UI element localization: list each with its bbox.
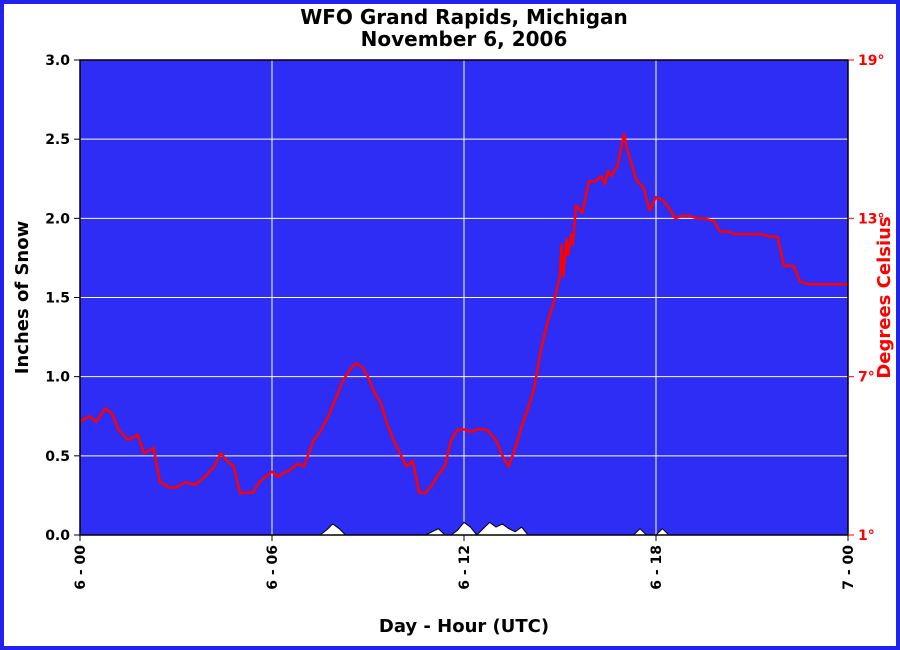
weather-chart: WFO Grand Rapids, MichiganNovember 6, 20… xyxy=(0,0,900,650)
chart-title-line-1: November 6, 2006 xyxy=(361,27,568,51)
x-axis-label: Day - Hour (UTC) xyxy=(379,616,549,637)
y-right-axis-label: Degrees Celsius xyxy=(874,216,895,378)
y-right-tick-label: 1° xyxy=(858,528,875,544)
y-left-tick-label: 1.0 xyxy=(45,370,70,386)
y-left-tick-label: 0.5 xyxy=(45,449,70,465)
x-tick-label: 7 - 00 xyxy=(841,545,857,590)
x-tick-label: 6 - 00 xyxy=(73,545,89,590)
y-left-tick-label: 3.0 xyxy=(45,53,70,69)
y-left-tick-label: 2.5 xyxy=(45,132,70,148)
y-right-tick-label: 19° xyxy=(858,53,884,69)
x-tick-label: 6 - 18 xyxy=(649,545,665,590)
x-tick-label: 6 - 12 xyxy=(457,545,473,590)
y-left-tick-label: 2.0 xyxy=(45,211,70,227)
y-left-tick-label: 0.0 xyxy=(45,528,70,544)
x-tick-label: 6 - 06 xyxy=(265,545,281,590)
y-right-tick-label: 7° xyxy=(858,370,875,386)
y-left-tick-label: 1.5 xyxy=(45,291,70,307)
y-left-axis-label: Inches of Snow xyxy=(12,221,33,374)
chart-title-line-0: WFO Grand Rapids, Michigan xyxy=(300,5,628,29)
